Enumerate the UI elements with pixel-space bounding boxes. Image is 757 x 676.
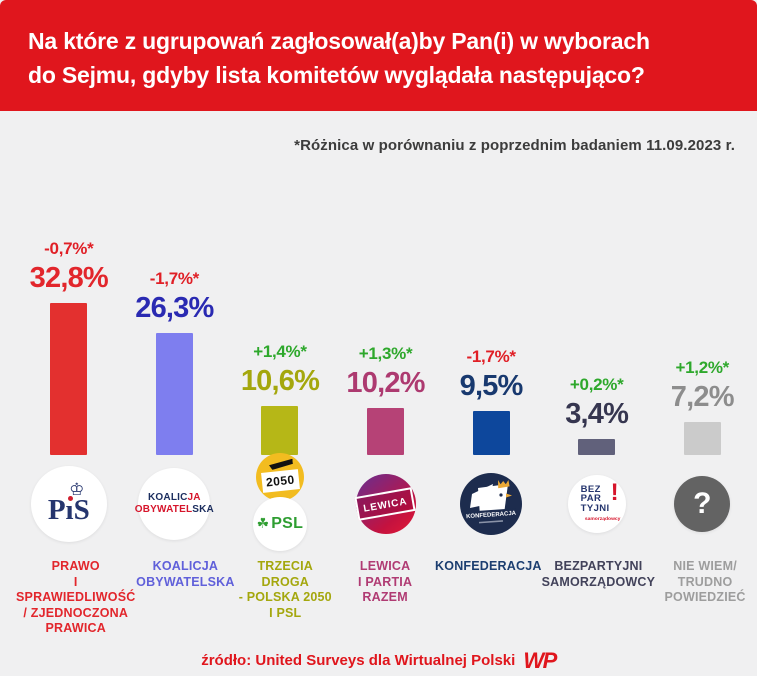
party-column-nie-wiem: +1,2%* 7,2% bbox=[649, 358, 755, 455]
psl-logo: ☘ PSL bbox=[252, 497, 307, 551]
polska-2050-logo: 2050 bbox=[255, 453, 304, 501]
bar-nie-wiem bbox=[683, 422, 721, 455]
party-column-pis: -0,7%* 32,8% bbox=[16, 239, 122, 455]
bezpartyjni-logo: BEZ PAR TYJNI ! samorządowcy bbox=[567, 475, 626, 533]
change-label-bezpartyjni: +0,2%* bbox=[569, 375, 624, 394]
logo-cell-nie-wiem: ? bbox=[649, 455, 755, 553]
value-label-konfederacja: 9,5% bbox=[459, 370, 524, 402]
ko-wordmark-line2: OBYWATELSKA bbox=[134, 504, 214, 515]
bar-trzecia-droga bbox=[261, 406, 299, 455]
logo-cell-konfederacja: KONFEDERACJA bbox=[438, 455, 544, 553]
polska-2050-band: 2050 bbox=[260, 469, 300, 493]
lewica-band: LEWICA bbox=[354, 487, 417, 521]
trzecia-droga-logos: 2050 ☘ PSL bbox=[252, 453, 307, 551]
change-label-nie-wiem: +1,2%* bbox=[675, 358, 730, 377]
red-dot-icon bbox=[67, 496, 73, 501]
party-name-bezpartyjni: BEZPARTYJNI SAMORZĄDOWCY bbox=[541, 559, 656, 589]
pis-wordmark: Pı S bbox=[47, 494, 90, 526]
bar-ko bbox=[155, 333, 193, 455]
party-column-bezpartyjni: +0,2%* 3,4% bbox=[544, 375, 650, 455]
svg-text:KONFEDERACJA: KONFEDERACJA bbox=[466, 511, 517, 521]
footer: źródło: United Surveys dla Wirtualnej Po… bbox=[0, 637, 757, 676]
bar-lewica bbox=[367, 408, 405, 455]
party-name-nie-wiem: NIE WIEM/ TRUDNO POWIEDZIEĆ bbox=[664, 559, 746, 604]
source-line: źródło: United Surveys dla Wirtualnej Po… bbox=[0, 647, 757, 673]
change-label-ko: -1,7%* bbox=[149, 269, 200, 288]
value-label-bezpartyjni: 3,4% bbox=[565, 398, 629, 430]
party-logos-row: ♔ Pı S KOALICJA OBYWATELSKA 2050 ☘ PSL bbox=[0, 453, 757, 553]
logo-cell-trzecia-droga: 2050 ☘ PSL bbox=[227, 453, 333, 553]
bar-pis bbox=[50, 303, 88, 455]
konfederacja-eagle-icon: KONFEDERACJA bbox=[460, 473, 523, 535]
exclamation-icon: ! bbox=[610, 478, 619, 506]
subtitle-row: *Różnica w porównaniu z poprzednim badan… bbox=[0, 111, 757, 180]
change-label-trzecia-droga: +1,4%* bbox=[253, 342, 307, 361]
question-mark-icon: ? bbox=[674, 476, 731, 532]
flag-icon bbox=[269, 459, 294, 470]
value-label-trzecia-droga: 10,6% bbox=[240, 365, 320, 397]
party-column-lewica: +1,3%* 10,2% bbox=[333, 344, 439, 455]
crown-icon: ♔ bbox=[69, 480, 85, 499]
pis-logo: ♔ Pı S bbox=[30, 466, 107, 542]
party-column-ko: -1,7%* 26,3% bbox=[122, 269, 228, 455]
comparison-note: *Różnica w porównaniu z poprzednim badan… bbox=[294, 137, 735, 154]
ko-logo: KOALICJA OBYWATELSKA bbox=[135, 468, 214, 540]
page-title-line2: do Sejmu, gdyby lista komitetów wyglądał… bbox=[28, 62, 645, 88]
logo-cell-lewica: LEWICA bbox=[333, 455, 439, 553]
party-column-trzecia-droga: +1,4%* 10,6% bbox=[227, 342, 333, 455]
wp-logo: WP bbox=[523, 647, 557, 673]
bar-chart: -0,7%* 32,8% -1,7%* 26,3% +1,4%* 10,6% +… bbox=[0, 180, 757, 455]
clover-icon: ☘ bbox=[256, 516, 270, 532]
lewica-logo: LEWICA bbox=[354, 474, 417, 534]
party-name-lewica: LEWICA I PARTIA RAZEM bbox=[358, 559, 413, 604]
value-label-lewica: 10,2% bbox=[346, 367, 425, 399]
value-label-ko: 26,3% bbox=[135, 292, 214, 324]
konfederacja-logo: KONFEDERACJA bbox=[459, 472, 523, 536]
page-title-line1: Na które z ugrupowań zagłosował(a)by Pan… bbox=[28, 28, 650, 54]
header: Na które z ugrupowań zagłosował(a)by Pan… bbox=[0, 0, 757, 111]
change-label-pis: -0,7%* bbox=[44, 239, 94, 258]
party-name-ko: KOALICJA OBYWATELSKA bbox=[136, 559, 235, 589]
source-text: źródło: United Surveys dla Wirtualnej Po… bbox=[201, 652, 516, 669]
value-label-nie-wiem: 7,2% bbox=[670, 381, 735, 413]
logo-cell-bezpartyjni: BEZ PAR TYJNI ! samorządowcy bbox=[544, 455, 650, 553]
bar-bezpartyjni bbox=[578, 439, 616, 455]
bar-konfederacja bbox=[472, 411, 510, 455]
party-names-row: PRAWO I SPRAWIEDLIWOŚĆ / ZJEDNOCZONA PRA… bbox=[0, 559, 757, 637]
logo-cell-pis: ♔ Pı S bbox=[16, 455, 122, 553]
value-label-pis: 32,8% bbox=[29, 262, 109, 294]
party-name-konfederacja: KONFEDERACJA bbox=[435, 559, 542, 573]
logo-cell-ko: KOALICJA OBYWATELSKA bbox=[122, 455, 228, 553]
party-name-pis: PRAWO I SPRAWIEDLIWOŚĆ / ZJEDNOCZONA PRA… bbox=[16, 559, 136, 635]
change-label-lewica: +1,3%* bbox=[358, 344, 413, 363]
party-column-konfederacja: -1,7%* 9,5% bbox=[438, 347, 544, 455]
ko-wordmark-line1: KOALICJA bbox=[148, 492, 201, 503]
bezpartyjni-wordmark: BEZ PAR TYJNI ! samorządowcy bbox=[580, 478, 621, 522]
change-label-konfederacja: -1,7%* bbox=[466, 347, 516, 366]
party-name-trzecia-droga: TRZECIA DROGA - POLSKA 2050 I PSL bbox=[238, 559, 332, 620]
